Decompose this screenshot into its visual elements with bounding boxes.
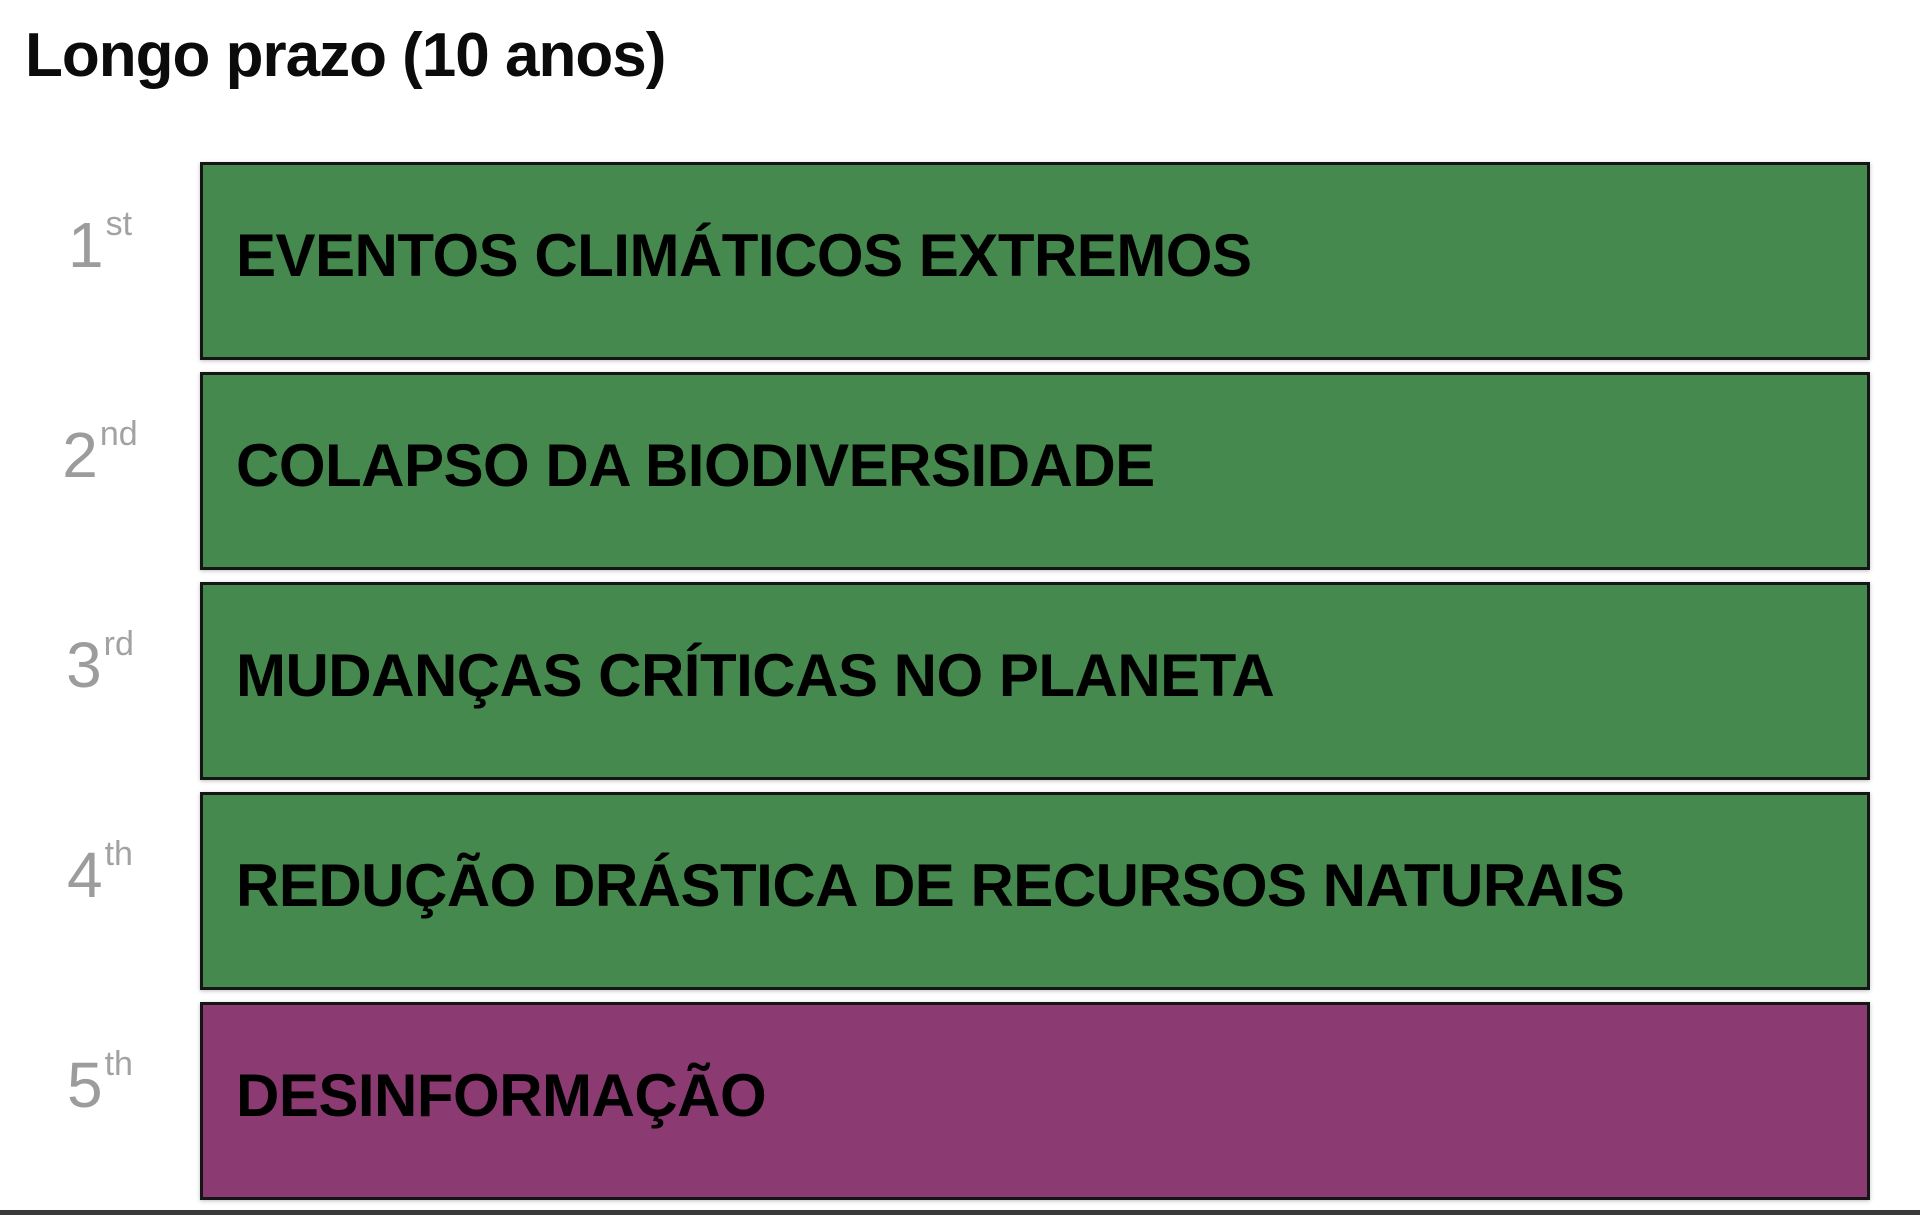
rank-number: 3	[66, 629, 102, 701]
risk-bar-3: MUDANÇAS CRÍTICAS NO PLANETA	[200, 582, 1870, 780]
rank-suffix: rd	[103, 624, 134, 663]
risk-bar-5: DESINFORMAÇÃO	[200, 1002, 1870, 1200]
risk-label-4: REDUÇÃO DRÁSTICA DE RECURSOS NATURAIS	[236, 851, 1625, 919]
risk-bar-1: EVENTOS CLIMÁTICOS EXTREMOS	[200, 162, 1870, 360]
rank-suffix: th	[104, 1044, 133, 1083]
rank-suffix: th	[104, 834, 133, 873]
baseline-rule	[0, 1210, 1920, 1215]
rank-suffix: nd	[99, 414, 138, 453]
risk-bar-2: COLAPSO DA BIODIVERSIDADE	[200, 372, 1870, 570]
rank-number: 5	[67, 1049, 103, 1121]
risk-label-1: EVENTOS CLIMÁTICOS EXTREMOS	[236, 221, 1252, 289]
risk-bar-4: REDUÇÃO DRÁSTICA DE RECURSOS NATURAIS	[200, 792, 1870, 990]
risk-label-2: COLAPSO DA BIODIVERSIDADE	[236, 431, 1155, 499]
rank-number: 4	[67, 839, 103, 911]
rank-number: 1	[67, 209, 104, 281]
risk-label-3: MUDANÇAS CRÍTICAS NO PLANETA	[236, 641, 1275, 709]
rank-suffix: st	[105, 204, 133, 243]
chart-title: Longo prazo (10 anos)	[25, 21, 666, 90]
risk-label-5: DESINFORMAÇÃO	[236, 1061, 767, 1129]
rank-number: 2	[62, 419, 98, 491]
